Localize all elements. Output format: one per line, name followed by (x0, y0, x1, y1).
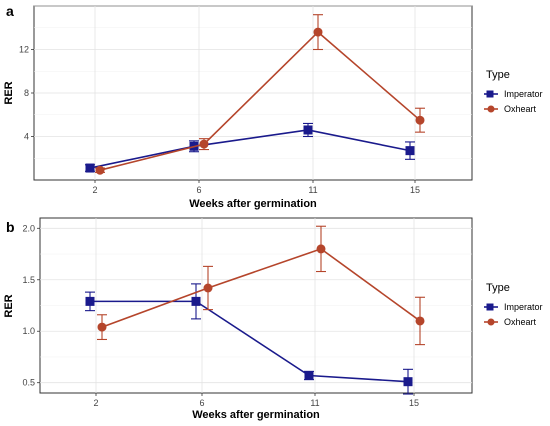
series-line-oxheart (99, 31, 421, 171)
data-point-oxheart (203, 283, 213, 293)
x-tick-label: 11 (308, 185, 317, 195)
y-tick-label: 12 (19, 45, 29, 55)
data-point-oxheart (415, 115, 425, 125)
panel-a-x-axis-title: Weeks after germination (189, 198, 317, 210)
series-line-imperator (89, 129, 411, 169)
x-tick-label: 6 (196, 185, 201, 195)
data-point-oxheart (95, 165, 105, 175)
data-point-imperator (304, 371, 314, 380)
panel-b: b 0.5 1.0 1.5 2.0 2 6 11 15 Weeks after germin… (3, 217, 543, 421)
series-line-imperator (90, 300, 409, 383)
panel-b-x-axis-title: Weeks after germination (192, 409, 320, 421)
data-point-oxheart (316, 244, 326, 254)
data-point-oxheart (97, 322, 107, 332)
data-point-imperator (85, 163, 95, 173)
x-tick-label: 6 (199, 398, 204, 408)
x-tick-label: 2 (93, 398, 98, 408)
data-point-imperator (403, 377, 413, 387)
panel-a-y-axis-title: RER (3, 81, 15, 104)
legend-key-imperator (484, 90, 498, 98)
data-point-oxheart (415, 316, 425, 326)
panel-b-letter: b (6, 219, 15, 235)
panel-a-legend: Type Imperator Oxheart (484, 69, 543, 114)
legend-label-oxheart: Oxheart (504, 317, 537, 327)
panel-b-grid (40, 218, 472, 393)
x-tick-label: 11 (310, 398, 319, 408)
panel-b-legend-title: Type (486, 282, 510, 294)
legend-key-oxheart (484, 318, 498, 326)
panel-a-letter: a (6, 3, 14, 19)
panel-a-y-ticks: 4 8 12 (19, 45, 34, 142)
x-tick-label: 2 (92, 185, 97, 195)
y-tick-label: 8 (24, 88, 29, 98)
y-tick-label: 1.5 (22, 275, 35, 285)
legend-key-oxheart (484, 105, 498, 113)
panel-b-y-axis-title: RER (3, 294, 15, 317)
panel-a-series (85, 14, 425, 175)
panel-a-grid (34, 5, 472, 180)
panel-a-x-ticks: 2 6 11 15 (92, 180, 420, 195)
panel-a-legend-title: Type (486, 69, 510, 81)
legend-label-imperator: Imperator (504, 89, 543, 99)
panel-a: a 4 8 12 2 6 11 15 Weeks after germination RE… (3, 3, 543, 210)
panel-b-series (85, 225, 425, 395)
legend-label-oxheart: Oxheart (504, 104, 537, 114)
data-point-imperator (191, 296, 201, 306)
data-point-imperator (303, 125, 313, 135)
data-point-imperator (405, 146, 415, 156)
y-tick-label: 4 (24, 132, 29, 142)
panel-b-y-ticks: 0.5 1.0 1.5 2.0 (22, 223, 40, 388)
data-point-oxheart (313, 27, 323, 37)
data-point-imperator (85, 296, 95, 306)
panel-b-legend: Type Imperator Oxheart (484, 282, 543, 327)
series-line-oxheart (101, 247, 421, 328)
data-point-oxheart (199, 139, 209, 149)
legend-key-imperator (484, 303, 498, 311)
panel-b-x-ticks: 2 6 11 15 (93, 393, 419, 408)
y-tick-label: 2.0 (22, 223, 35, 233)
x-tick-label: 15 (409, 398, 419, 408)
y-tick-label: 0.5 (22, 378, 35, 388)
y-tick-label: 1.0 (22, 326, 35, 336)
legend-label-imperator: Imperator (504, 302, 543, 312)
x-tick-label: 15 (410, 185, 420, 195)
